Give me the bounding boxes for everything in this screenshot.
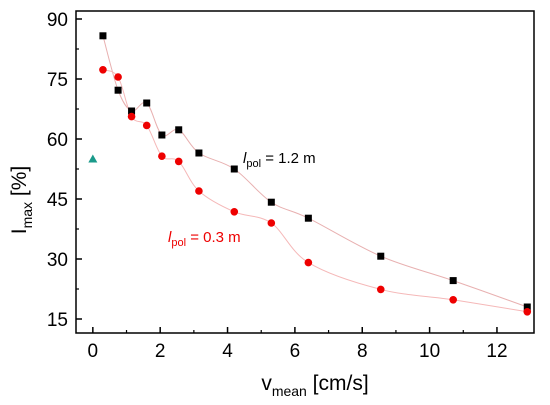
data-point-s1-8 [267,219,276,227]
y-tick-label: 15 [47,310,68,331]
data-point-s1-7 [230,208,239,216]
data-point-s0-7 [230,165,238,173]
y-axis-title: Imax [%] [8,166,35,234]
data-point-s1-3 [142,121,151,130]
series-label-0-3m: lpol = 0.3 m [168,229,241,249]
data-point-s1-1 [114,73,122,81]
y-tick-label: 60 [47,130,68,151]
data-point-s1-2 [127,112,136,121]
x-tick-label: 12 [486,341,507,362]
data-point-s0-3 [143,99,151,107]
y-tick-label: 45 [47,190,68,211]
x-tick-label: 8 [357,341,368,362]
x-tick-label: 0 [88,341,99,362]
x-tick-label: 4 [222,341,233,362]
data-point-s1-6 [195,187,203,195]
data-point-s0-4 [158,131,166,139]
series-label-1-2m: lpol = 1.2 m [243,150,316,170]
data-point-s1-5 [174,157,183,166]
data-point-s0-2 [128,107,136,115]
y-tick-label: 75 [47,70,68,91]
data-marks [88,32,532,316]
data-point-s0-0 [99,32,107,40]
x-axis-title: vmean [cm/s] [261,372,368,399]
y-tick-label: 30 [47,250,68,271]
fit-lines [102,35,528,313]
data-point-s0-5 [175,126,183,134]
data-point-s0-6 [195,149,203,157]
data-point-s1-9 [304,258,313,267]
x-tick-label: 10 [419,341,440,362]
data-point-s1-0 [99,66,107,74]
fit-line-series-1 [102,69,528,313]
data-point-s0-10 [377,252,385,260]
data-point-s0-1 [114,86,122,94]
data-point-s0-8 [267,198,275,206]
data-point-s1-11 [449,296,457,304]
data-point-s1-4 [158,152,166,160]
data-point-s0-9 [304,214,312,222]
data-point-s0-12 [523,303,531,311]
data-point-s1-12 [523,308,532,316]
x-tick-label: 6 [290,341,301,362]
axes: 0 2 4 6 8 10 12 15 30 45 60 75 90 [47,10,535,362]
data-point-s0-11 [449,277,457,285]
data-point-s2-0 [88,154,98,163]
y-tick-label: 90 [47,10,68,31]
data-point-s1-10 [376,285,385,294]
x-tick-label: 2 [155,341,166,362]
plot-frame [75,10,535,334]
